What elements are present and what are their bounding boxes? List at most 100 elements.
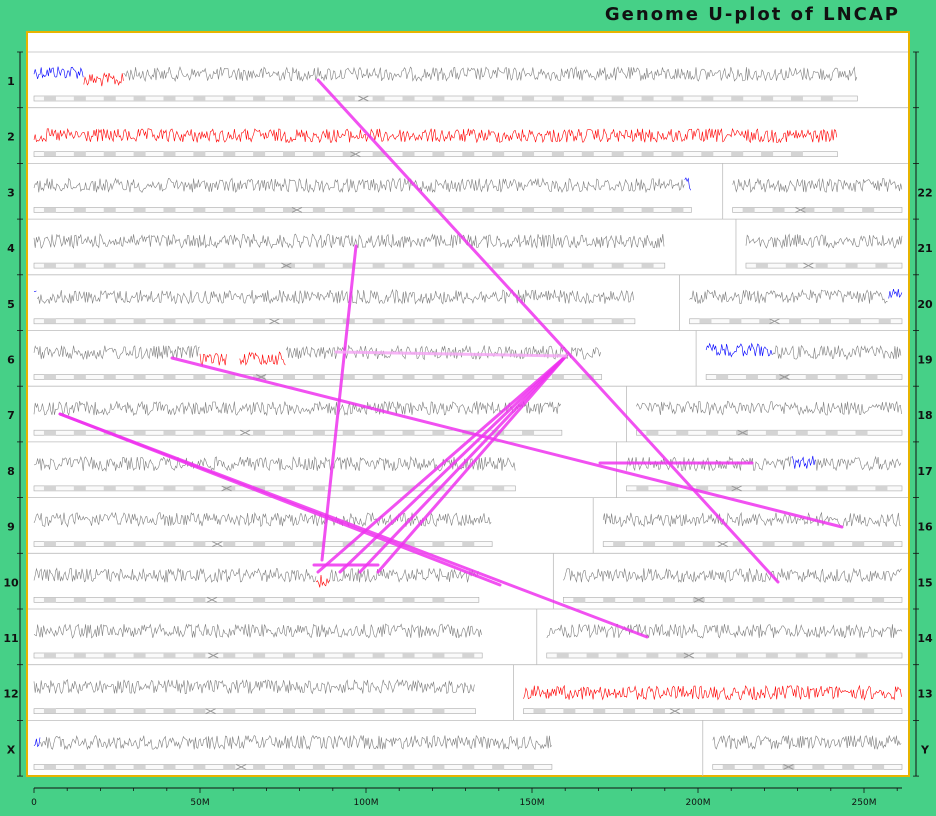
- chr3-band: [163, 207, 176, 213]
- x-tick-label: 100M: [354, 798, 379, 808]
- chrX-band: [43, 764, 56, 770]
- chr6-band: [551, 374, 564, 380]
- chrY-centromere: [783, 763, 794, 770]
- chr7-band: [372, 430, 385, 436]
- chr10-band: [73, 597, 86, 603]
- chr5-ideogram: [33, 318, 636, 325]
- chr21-band: [815, 263, 828, 269]
- chrY-band: [812, 764, 825, 770]
- chr5-band: [133, 318, 146, 324]
- chr7-ideogram: [33, 429, 563, 436]
- chr19-band: [865, 374, 878, 380]
- chr2-band: [611, 151, 624, 157]
- chr2-band: [492, 151, 505, 157]
- chr11-band: [43, 653, 56, 658]
- rearrangement-link: [334, 350, 568, 358]
- chr11-band: [223, 653, 236, 658]
- chr16-band: [732, 541, 745, 547]
- chr14-ideogram: [546, 652, 903, 659]
- chr5-band: [611, 318, 624, 324]
- chr7-track-neutral: [33, 400, 562, 417]
- chr2-band: [283, 151, 295, 157]
- chr1-band: [581, 96, 594, 101]
- chr10-band: [103, 597, 116, 603]
- chr4-band: [43, 263, 56, 269]
- chr2-band: [342, 151, 355, 157]
- chr19-band: [805, 374, 818, 380]
- chr5-band: [372, 318, 385, 324]
- chr1-band: [193, 96, 206, 101]
- rearrangement-link: [320, 244, 358, 562]
- chr2-band: [551, 151, 564, 157]
- chr16-band: [882, 541, 895, 547]
- chr13-band: [712, 708, 725, 714]
- chr9-band: [402, 541, 415, 547]
- chr13-band: [563, 708, 576, 714]
- chr9-band: [372, 541, 385, 547]
- chr22-centromere: [795, 206, 806, 213]
- chr20-band: [789, 318, 802, 324]
- chr11-band: [432, 653, 445, 658]
- chr6-band: [133, 374, 146, 380]
- chr4-band: [103, 263, 116, 269]
- chr1-band: [671, 96, 684, 101]
- chr1-band: [731, 96, 744, 101]
- chrX-band: [163, 764, 176, 770]
- chr3-track-neutral: [33, 177, 685, 194]
- chr12-band: [73, 708, 86, 714]
- chrX-band: [492, 764, 505, 770]
- chr4-band: [133, 263, 146, 269]
- chr13-track-gain: [523, 684, 902, 701]
- chr6-band: [402, 374, 415, 380]
- x-tick-label: 150M: [520, 798, 545, 808]
- chr12-band: [103, 708, 116, 714]
- chr4-centromere: [281, 262, 292, 269]
- rearrangement-link: [316, 354, 568, 574]
- chr4-band: [611, 263, 624, 269]
- chr9-band: [103, 541, 116, 547]
- chr14-band: [736, 653, 748, 658]
- chr3-band: [253, 207, 266, 213]
- chr20-band: [848, 318, 861, 324]
- chr18-band: [676, 430, 689, 436]
- chr7-band: [73, 430, 86, 436]
- rearrangement-link: [376, 354, 568, 574]
- chr13-band: [593, 708, 606, 714]
- chr3-band: [641, 207, 654, 213]
- chr6-band: [581, 374, 594, 380]
- chrX-band: [462, 764, 475, 770]
- chromosome-label-8: 8: [7, 465, 15, 478]
- chr8-centromere: [221, 485, 232, 492]
- chr1-band: [283, 96, 295, 101]
- chr1-track-gain: [83, 72, 124, 87]
- chr18-track-neutral: [636, 400, 902, 416]
- chr2-band: [372, 151, 385, 157]
- chr20-band: [759, 318, 772, 324]
- chr8-band: [312, 485, 325, 491]
- chromosome-label-9: 9: [7, 521, 15, 534]
- chrX-band: [342, 764, 355, 770]
- chr7-band: [312, 430, 325, 436]
- chr1-band: [73, 96, 86, 101]
- chr12-band: [133, 708, 146, 714]
- chr2-band: [581, 151, 594, 157]
- chr14-band: [556, 653, 569, 658]
- chr13-band: [623, 708, 636, 714]
- chr22-ideogram: [732, 207, 903, 213]
- chr15-band: [812, 597, 825, 603]
- chr10-band: [253, 597, 266, 603]
- chr15-track-neutral: [563, 567, 902, 584]
- chr1-band: [611, 96, 624, 101]
- chr14-band: [855, 653, 868, 658]
- chr14-band: [825, 653, 838, 658]
- chr4-band: [283, 263, 295, 269]
- chr7-centromere: [239, 429, 251, 436]
- chr1-band: [522, 96, 535, 101]
- chr1-band: [641, 96, 654, 101]
- chr2-band: [761, 151, 774, 157]
- chr4-band: [193, 263, 206, 269]
- chromosome-label-2: 2: [7, 131, 15, 144]
- chr1-band: [43, 96, 56, 101]
- chr2-band: [73, 151, 86, 157]
- chr13-band: [742, 708, 755, 714]
